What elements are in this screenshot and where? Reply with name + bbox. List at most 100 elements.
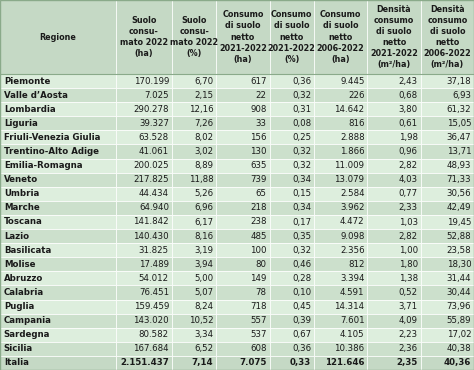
- Text: 0,96: 0,96: [399, 147, 418, 156]
- Text: 18,30: 18,30: [447, 260, 471, 269]
- Text: 63.528: 63.528: [139, 133, 169, 142]
- Text: 156: 156: [250, 133, 267, 142]
- Bar: [0, 285, 116, 300]
- Bar: [420, 300, 474, 314]
- Bar: [172, 342, 216, 356]
- Text: 6,17: 6,17: [194, 218, 213, 226]
- Text: 2.151.437: 2.151.437: [120, 359, 169, 367]
- Text: 73,96: 73,96: [447, 302, 471, 311]
- Bar: [314, 342, 367, 356]
- Text: 2,82: 2,82: [399, 161, 418, 170]
- Bar: [0, 300, 116, 314]
- Bar: [172, 88, 216, 102]
- Text: 2,15: 2,15: [194, 91, 213, 100]
- Text: 5,07: 5,07: [194, 288, 213, 297]
- Text: 1,98: 1,98: [399, 133, 418, 142]
- Text: 39.327: 39.327: [139, 119, 169, 128]
- Text: 44.434: 44.434: [139, 189, 169, 198]
- Text: 2,36: 2,36: [399, 344, 418, 353]
- Bar: [172, 102, 216, 116]
- Text: 0,10: 0,10: [292, 288, 311, 297]
- Bar: [420, 201, 474, 215]
- Text: 30,56: 30,56: [447, 189, 471, 198]
- Bar: [116, 285, 172, 300]
- Text: 48,93: 48,93: [447, 161, 471, 170]
- Bar: [0, 342, 116, 356]
- Text: 37,18: 37,18: [447, 77, 471, 85]
- Bar: [172, 257, 216, 271]
- Bar: [367, 356, 421, 370]
- Bar: [116, 229, 172, 243]
- Text: 141.842: 141.842: [133, 218, 169, 226]
- Bar: [420, 243, 474, 257]
- Text: 61,32: 61,32: [447, 105, 471, 114]
- Bar: [0, 229, 116, 243]
- Text: 3,71: 3,71: [399, 302, 418, 311]
- Bar: [172, 271, 216, 285]
- Text: 1.866: 1.866: [340, 147, 365, 156]
- Text: 816: 816: [348, 119, 365, 128]
- Bar: [0, 201, 116, 215]
- Text: 8,24: 8,24: [194, 302, 213, 311]
- Bar: [420, 88, 474, 102]
- Text: 0,77: 0,77: [399, 189, 418, 198]
- Bar: [367, 116, 421, 130]
- Bar: [420, 187, 474, 201]
- Text: 0,68: 0,68: [399, 91, 418, 100]
- Text: 149: 149: [250, 274, 267, 283]
- Text: 140.430: 140.430: [133, 232, 169, 240]
- Bar: [420, 74, 474, 88]
- Bar: [314, 328, 367, 342]
- Text: 1,80: 1,80: [399, 260, 418, 269]
- Bar: [116, 74, 172, 88]
- Bar: [314, 271, 367, 285]
- Bar: [216, 342, 270, 356]
- Bar: [420, 342, 474, 356]
- Text: 0,31: 0,31: [292, 105, 311, 114]
- Bar: [314, 0, 367, 74]
- Bar: [216, 187, 270, 201]
- Text: 8,02: 8,02: [194, 133, 213, 142]
- Bar: [116, 342, 172, 356]
- Bar: [116, 243, 172, 257]
- Bar: [314, 243, 367, 257]
- Bar: [216, 314, 270, 328]
- Text: 0,45: 0,45: [292, 302, 311, 311]
- Bar: [0, 159, 116, 173]
- Bar: [367, 285, 421, 300]
- Bar: [0, 130, 116, 144]
- Bar: [367, 74, 421, 88]
- Text: 0,61: 0,61: [399, 119, 418, 128]
- Text: 31,44: 31,44: [447, 274, 471, 283]
- Bar: [0, 173, 116, 187]
- Text: 3,34: 3,34: [194, 330, 213, 339]
- Bar: [0, 257, 116, 271]
- Bar: [420, 116, 474, 130]
- Text: 143.020: 143.020: [133, 316, 169, 325]
- Bar: [314, 356, 367, 370]
- Text: 635: 635: [250, 161, 267, 170]
- Bar: [0, 356, 116, 370]
- Bar: [172, 243, 216, 257]
- Text: 8,89: 8,89: [194, 161, 213, 170]
- Bar: [216, 215, 270, 229]
- Text: Toscana: Toscana: [4, 218, 43, 226]
- Bar: [216, 0, 270, 74]
- Bar: [270, 229, 314, 243]
- Bar: [367, 271, 421, 285]
- Text: 55,89: 55,89: [447, 316, 471, 325]
- Text: 0,08: 0,08: [292, 119, 311, 128]
- Bar: [420, 144, 474, 159]
- Bar: [367, 201, 421, 215]
- Bar: [172, 201, 216, 215]
- Bar: [270, 328, 314, 342]
- Text: 0,33: 0,33: [290, 359, 311, 367]
- Text: 65: 65: [256, 189, 267, 198]
- Bar: [0, 74, 116, 88]
- Text: 0,32: 0,32: [292, 91, 311, 100]
- Bar: [314, 215, 367, 229]
- Text: 167.684: 167.684: [133, 344, 169, 353]
- Bar: [116, 356, 172, 370]
- Text: 13,71: 13,71: [447, 147, 471, 156]
- Text: Consumo
di suolo
netto
2021-2022
(ha): Consumo di suolo netto 2021-2022 (ha): [219, 10, 267, 64]
